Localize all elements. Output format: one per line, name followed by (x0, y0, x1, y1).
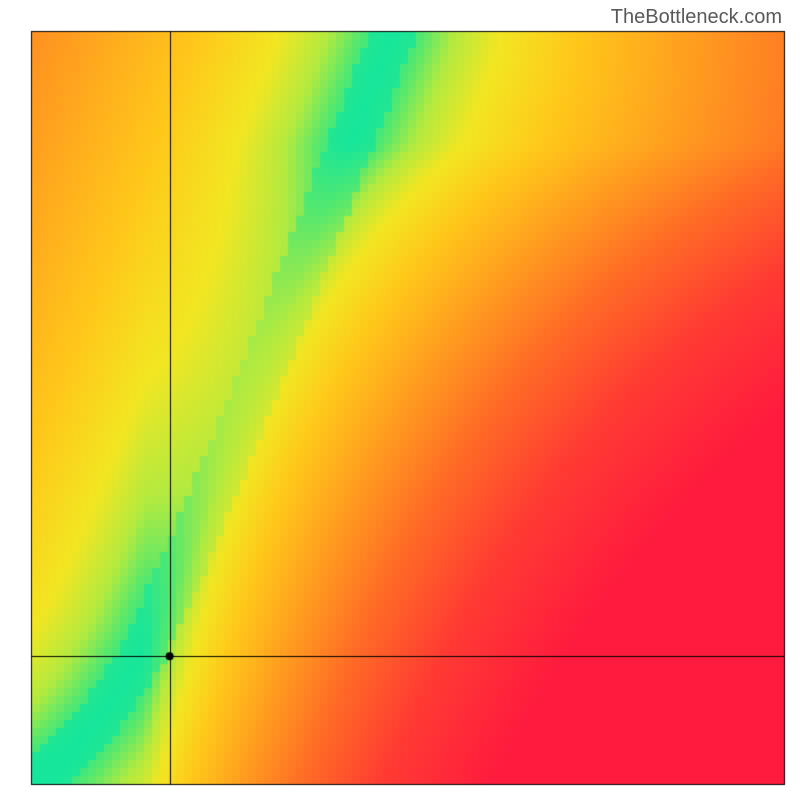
chart-container: TheBottleneck.com (0, 0, 800, 800)
watermark-label: TheBottleneck.com (611, 6, 782, 29)
bottleneck-heatmap (0, 0, 800, 800)
